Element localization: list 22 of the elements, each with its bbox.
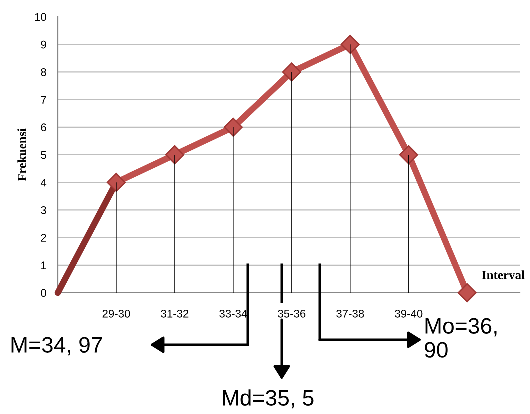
text: M=34, 97	[12, 337, 102, 356]
y-axis-title: Frekuensi	[18, 128, 26, 182]
text: Md=35, 5	[223, 390, 314, 409]
y-tick-label: 5	[41, 151, 46, 160]
y-tick-label: 0	[41, 289, 46, 298]
x-tick-label: 37-38	[336, 310, 364, 318]
text: Mo=36, 90	[425, 318, 497, 358]
y-tick-label: 7	[41, 96, 46, 104]
x-tick-label: 35-36	[278, 310, 306, 318]
x-tick-label: 33-34	[220, 310, 248, 318]
y-tick-label: 8	[41, 68, 46, 76]
x-axis-title: Interval	[482, 270, 525, 280]
y-tick-label: 3	[41, 206, 46, 214]
y-tick-label: 10	[35, 13, 46, 22]
x-tick-label: 29-30	[102, 310, 130, 318]
x-tick-label: 39-40	[395, 310, 423, 318]
y-tick-label: 4	[40, 178, 47, 187]
y-tick-label: 6	[41, 124, 46, 132]
y-tick-label: 1	[42, 262, 46, 270]
y-tick-label: 2	[41, 234, 46, 242]
y-tick-label: 9	[41, 40, 46, 49]
x-tick-label: 31-32	[161, 310, 189, 318]
